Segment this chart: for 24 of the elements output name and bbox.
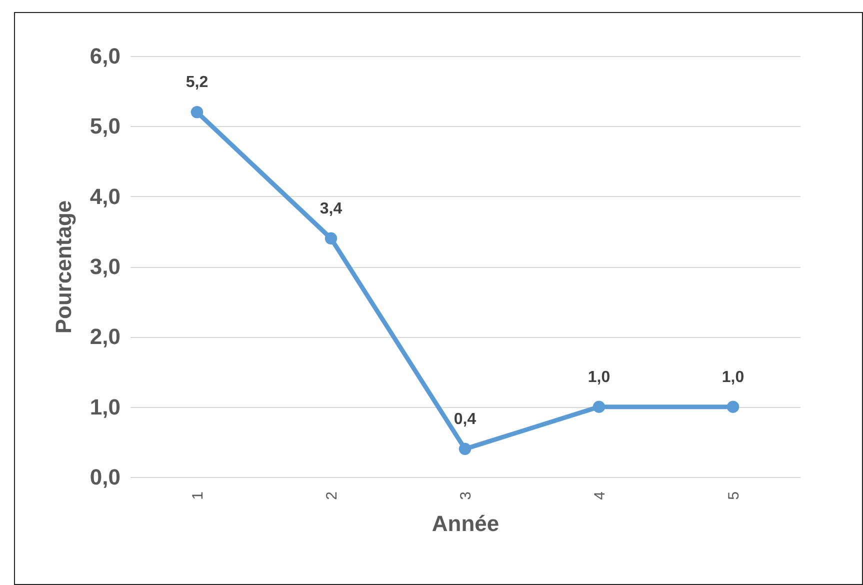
y-tick-label: 0,0 — [90, 464, 120, 490]
x-tick-label: 3 — [458, 492, 474, 500]
data-label: 1,0 — [722, 368, 744, 386]
data-label: 1,0 — [588, 368, 610, 386]
point — [190, 106, 204, 118]
y-tick-label: 1,0 — [90, 394, 120, 420]
point — [726, 400, 740, 413]
y-tick-label: 4,0 — [90, 184, 120, 209]
point — [324, 232, 338, 245]
x-tick-label: 1 — [190, 492, 206, 500]
y-tick-label: 5,0 — [90, 114, 120, 139]
x-tick-label: 2 — [324, 492, 340, 500]
y-axis-title: Pourcentage — [50, 200, 76, 334]
data-label: 5,2 — [186, 74, 208, 92]
x-tick-label: 5 — [726, 492, 742, 500]
data-label: 0,4 — [454, 410, 476, 428]
y-tick-label: 2,0 — [90, 324, 120, 350]
y-tick-label: 6,0 — [90, 44, 120, 68]
data-label: 3,4 — [320, 200, 342, 218]
x-tick-label: 4 — [592, 492, 608, 500]
point — [458, 442, 472, 456]
y-tick-label: 3,0 — [90, 254, 120, 279]
x-axis-title: Année — [432, 510, 500, 536]
point — [592, 400, 606, 413]
